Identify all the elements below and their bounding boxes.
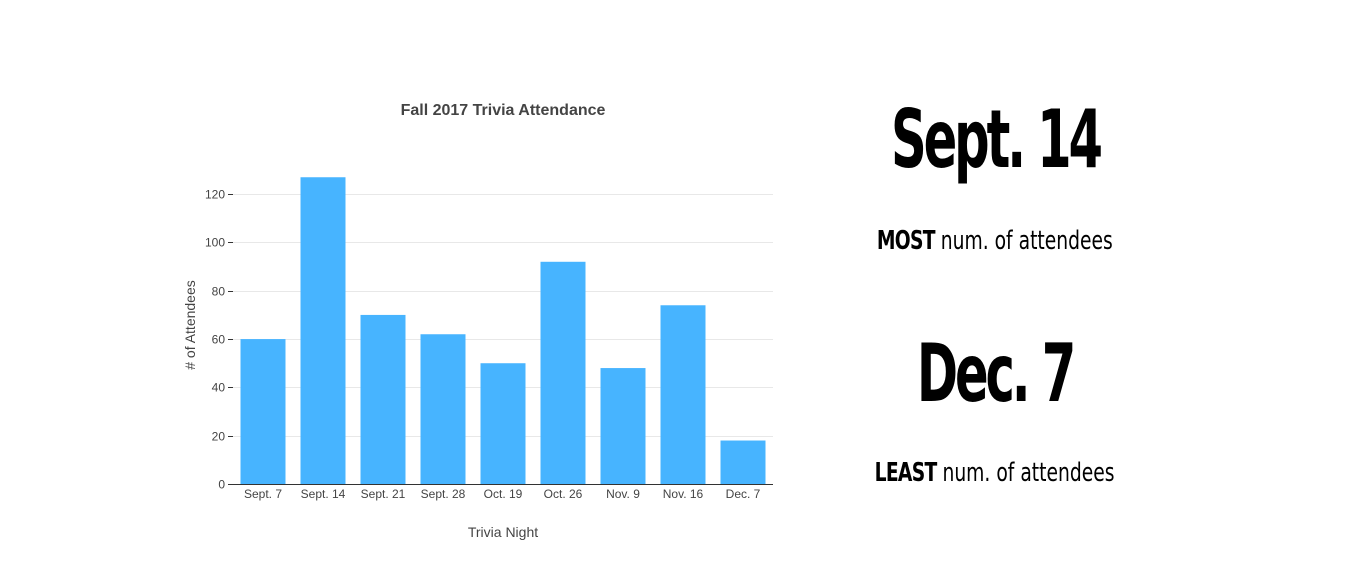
y-tick-label: 80	[212, 285, 226, 299]
bars	[240, 177, 766, 484]
bar	[720, 440, 766, 484]
bar-chart: Fall 2017 Trivia Attendance 0 20 40 60 80 100…	[182, 102, 773, 540]
x-tick-label: Oct. 19	[484, 487, 523, 501]
y-tick-label: 60	[212, 333, 226, 347]
bar	[480, 363, 526, 484]
y-tick-label: 0	[218, 478, 225, 492]
x-tick-label: Sept. 21	[361, 487, 406, 501]
y-tick-label: 120	[205, 188, 225, 202]
x-tick-label: Dec. 7	[726, 487, 761, 501]
least-caption-rest: num. of attendees	[936, 458, 1115, 488]
bar	[600, 368, 646, 484]
bar	[540, 261, 586, 484]
least-caption: LEAST num. of attendees	[810, 458, 1180, 488]
least-attended-date: Dec. 7	[916, 327, 1076, 420]
y-axis-label: # of Attendees	[182, 280, 198, 370]
y-tick-label: 100	[205, 236, 225, 250]
x-tick-label: Sept. 7	[244, 487, 282, 501]
bar	[420, 334, 466, 484]
bar	[300, 177, 346, 484]
least-caption-strong: LEAST	[875, 458, 938, 488]
x-tick-label: Sept. 14	[301, 487, 346, 501]
x-axis-ticks: Sept. 7 Sept. 14 Sept. 21 Sept. 28 Oct. 19 Oc…	[244, 487, 761, 501]
y-tick-label: 40	[212, 381, 226, 395]
x-tick-label: Nov. 16	[663, 487, 704, 501]
most-attended-date: Sept. 14	[890, 93, 1103, 186]
bar	[660, 305, 706, 484]
most-caption-strong: MOST	[877, 226, 936, 256]
most-caption-rest: num. of attendees	[934, 226, 1113, 256]
bar	[240, 339, 286, 484]
y-axis-ticks: 0 20 40 60 80 100 120	[205, 188, 233, 492]
y-tick-label: 20	[212, 430, 226, 444]
x-tick-label: Sept. 28	[421, 487, 466, 501]
x-axis-label: Trivia Night	[468, 524, 538, 540]
x-tick-label: Nov. 9	[606, 487, 640, 501]
most-caption: MOST num. of attendees	[810, 226, 1180, 256]
x-tick-label: Oct. 26	[544, 487, 583, 501]
chart-title: Fall 2017 Trivia Attendance	[401, 102, 606, 119]
bar	[360, 314, 406, 484]
